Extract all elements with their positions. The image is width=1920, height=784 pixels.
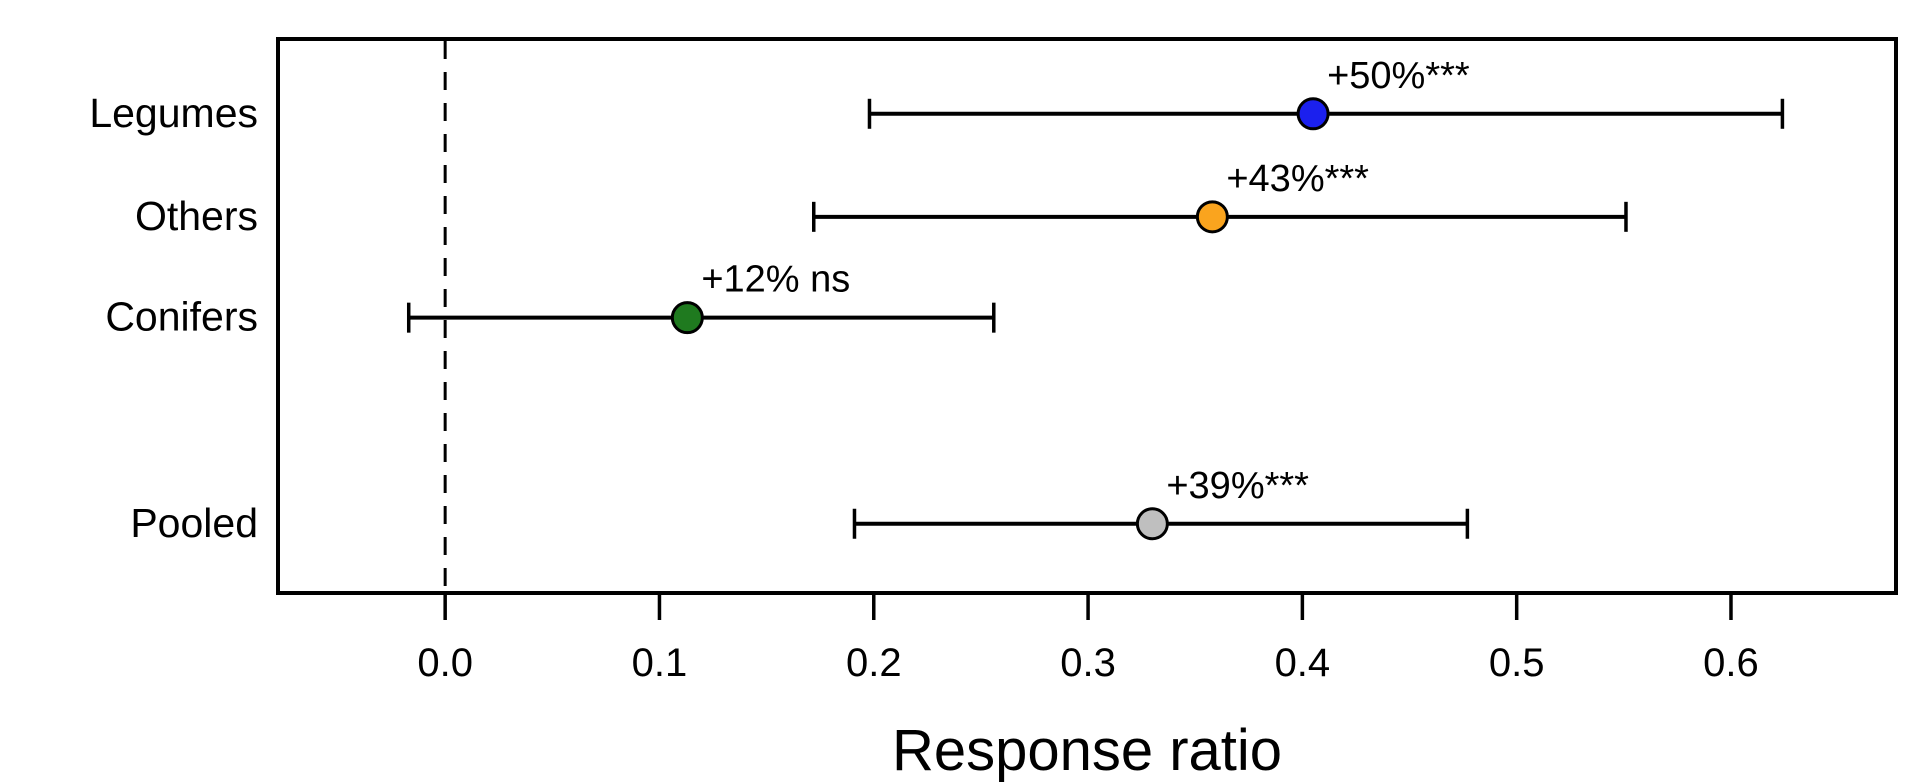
category-label-others: Others — [135, 193, 258, 239]
category-label-conifers: Conifers — [105, 294, 258, 340]
x-axis-tick-label: 0.3 — [1060, 641, 1116, 685]
x-axis-tick-label: 0.1 — [632, 641, 688, 685]
category-label-pooled: Pooled — [130, 500, 258, 546]
mean-dot-others — [1195, 200, 1229, 234]
mean-dot-legumes — [1296, 97, 1330, 131]
x-axis-tick-label: 0.2 — [846, 641, 902, 685]
mean-dot-conifers — [670, 301, 704, 335]
x-axis-tick-label: 0.4 — [1275, 641, 1331, 685]
x-axis-tick-label: 0.5 — [1489, 641, 1545, 685]
annotation-pooled: +39%*** — [1166, 465, 1309, 507]
x-axis-tick-label: 0.6 — [1703, 641, 1759, 685]
category-label-legumes: Legumes — [89, 90, 258, 136]
x-axis-title: Response ratio — [892, 718, 1282, 783]
annotation-conifers: +12% ns — [701, 259, 850, 301]
annotation-others: +43%*** — [1226, 158, 1369, 200]
annotation-legumes: +50%*** — [1327, 55, 1470, 97]
mean-dot-pooled — [1135, 507, 1169, 541]
plot-border — [276, 37, 1898, 595]
x-axis-tick-label: 0.0 — [417, 641, 473, 685]
